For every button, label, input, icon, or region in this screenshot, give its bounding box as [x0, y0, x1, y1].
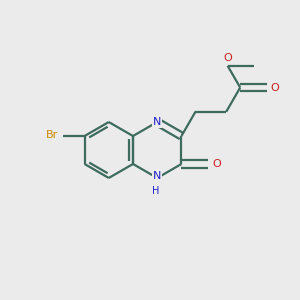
Text: Br: Br: [46, 130, 58, 140]
Text: H: H: [152, 186, 159, 196]
Text: N: N: [153, 117, 161, 127]
Text: O: O: [223, 52, 232, 62]
Text: O: O: [212, 159, 220, 169]
Text: O: O: [271, 82, 279, 93]
Text: N: N: [153, 172, 161, 182]
